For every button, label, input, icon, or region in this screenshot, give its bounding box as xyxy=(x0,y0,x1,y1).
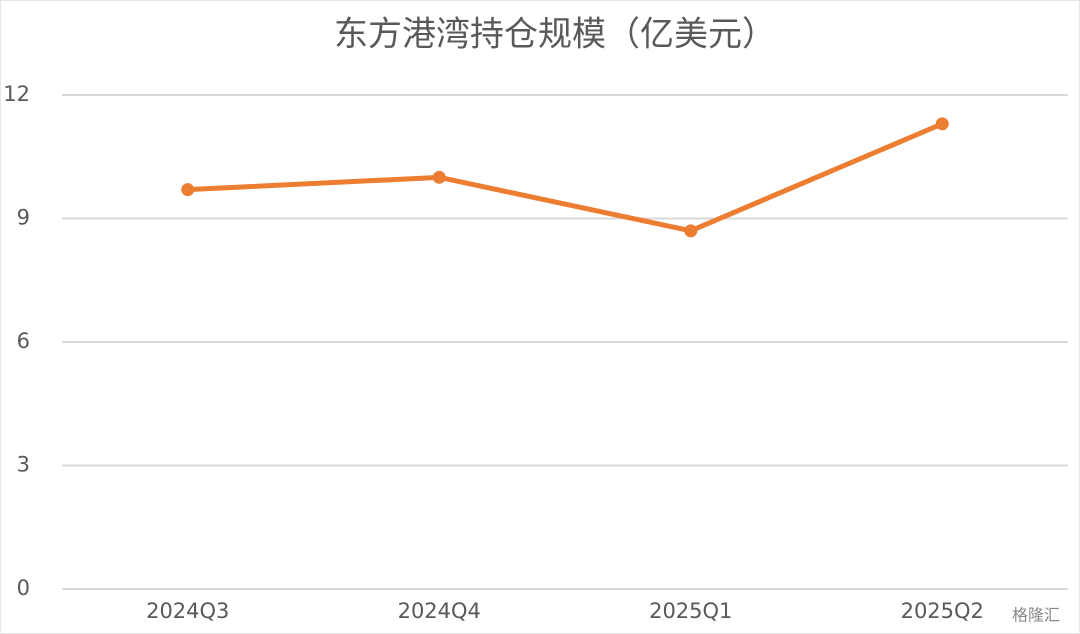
x-tick-label: 2025Q2 xyxy=(901,599,984,623)
data-point xyxy=(684,224,698,238)
data-point xyxy=(432,170,446,184)
data-point xyxy=(935,117,949,131)
series-line xyxy=(187,121,944,234)
data-point xyxy=(181,183,195,197)
y-tick-label: 9 xyxy=(17,206,30,230)
watermark: 格隆汇 xyxy=(1012,606,1060,625)
x-tick-label: 2024Q4 xyxy=(398,599,481,623)
x-tick-label: 2024Q3 xyxy=(146,599,229,623)
chart-title: 东方港湾持仓规模（亿美元） xyxy=(334,15,776,55)
x-tick-label: 2025Q1 xyxy=(649,599,732,623)
y-tick-label: 12 xyxy=(3,82,30,106)
y-tick-label: 0 xyxy=(17,576,30,600)
y-tick-label: 3 xyxy=(17,453,30,477)
y-tick-label: 6 xyxy=(17,329,30,353)
